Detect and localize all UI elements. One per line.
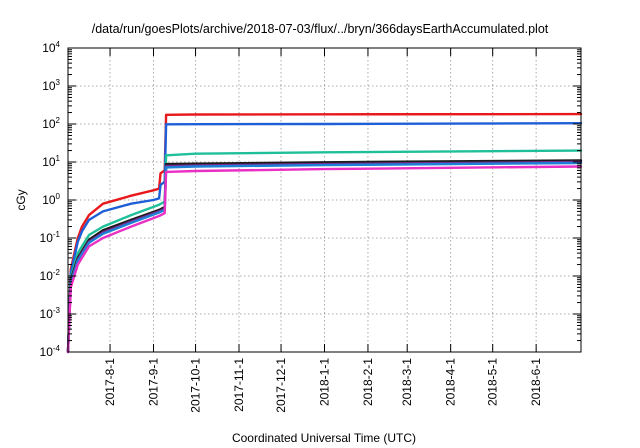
chart-title: /data/run/goesPlots/archive/2018-07-03/f…: [92, 22, 549, 36]
series-line: [66, 149, 583, 354]
x-tick-label: 2018-3-1: [400, 358, 414, 406]
y-tick-label: 102: [42, 116, 60, 131]
x-tick-label: 2018-1-1: [318, 358, 332, 406]
x-tick-label: 2017-9-1: [147, 358, 161, 406]
x-tick-label: 2017-12-1: [274, 358, 288, 413]
axis-ticks: [68, 47, 581, 353]
grid-lines: [68, 48, 581, 352]
y-tick-label: 10-1: [40, 230, 61, 245]
y-axis-label: cGy: [14, 189, 28, 210]
series-line: [66, 122, 583, 354]
y-tick-label: 103: [42, 78, 60, 93]
x-tick-label: 2017-8-1: [103, 358, 117, 406]
x-tick-label: 2018-2-1: [361, 358, 375, 406]
y-tick-label: 10-2: [40, 268, 61, 283]
y-tick-label: 101: [42, 154, 60, 169]
series-line: [66, 112, 583, 354]
x-tick-label: 2017-10-1: [189, 358, 203, 413]
series-line: [66, 165, 583, 354]
x-tick-labels: 2017-8-1 2017-9-1 2017-10-1 2017-11-1 2017-1…: [103, 358, 543, 413]
y-tick-label: 10-3: [40, 306, 61, 321]
x-tick-label: 2018-4-1: [444, 358, 458, 406]
series-group: [66, 112, 583, 354]
x-tick-label: 2017-11-1: [232, 358, 246, 412]
x-axis-label: Coordinated Universal Time (UTC): [232, 431, 416, 445]
x-tick-label: 2018-6-1: [529, 358, 543, 406]
y-tick-label: 100: [42, 192, 60, 207]
y-tick-labels: 10-4 10-3 10-2 10-1 100 101 102 103 104: [40, 40, 61, 359]
x-tick-label: 2018-5-1: [486, 358, 500, 406]
y-tick-label: 104: [42, 40, 60, 55]
y-tick-label: 10-4: [40, 344, 61, 359]
